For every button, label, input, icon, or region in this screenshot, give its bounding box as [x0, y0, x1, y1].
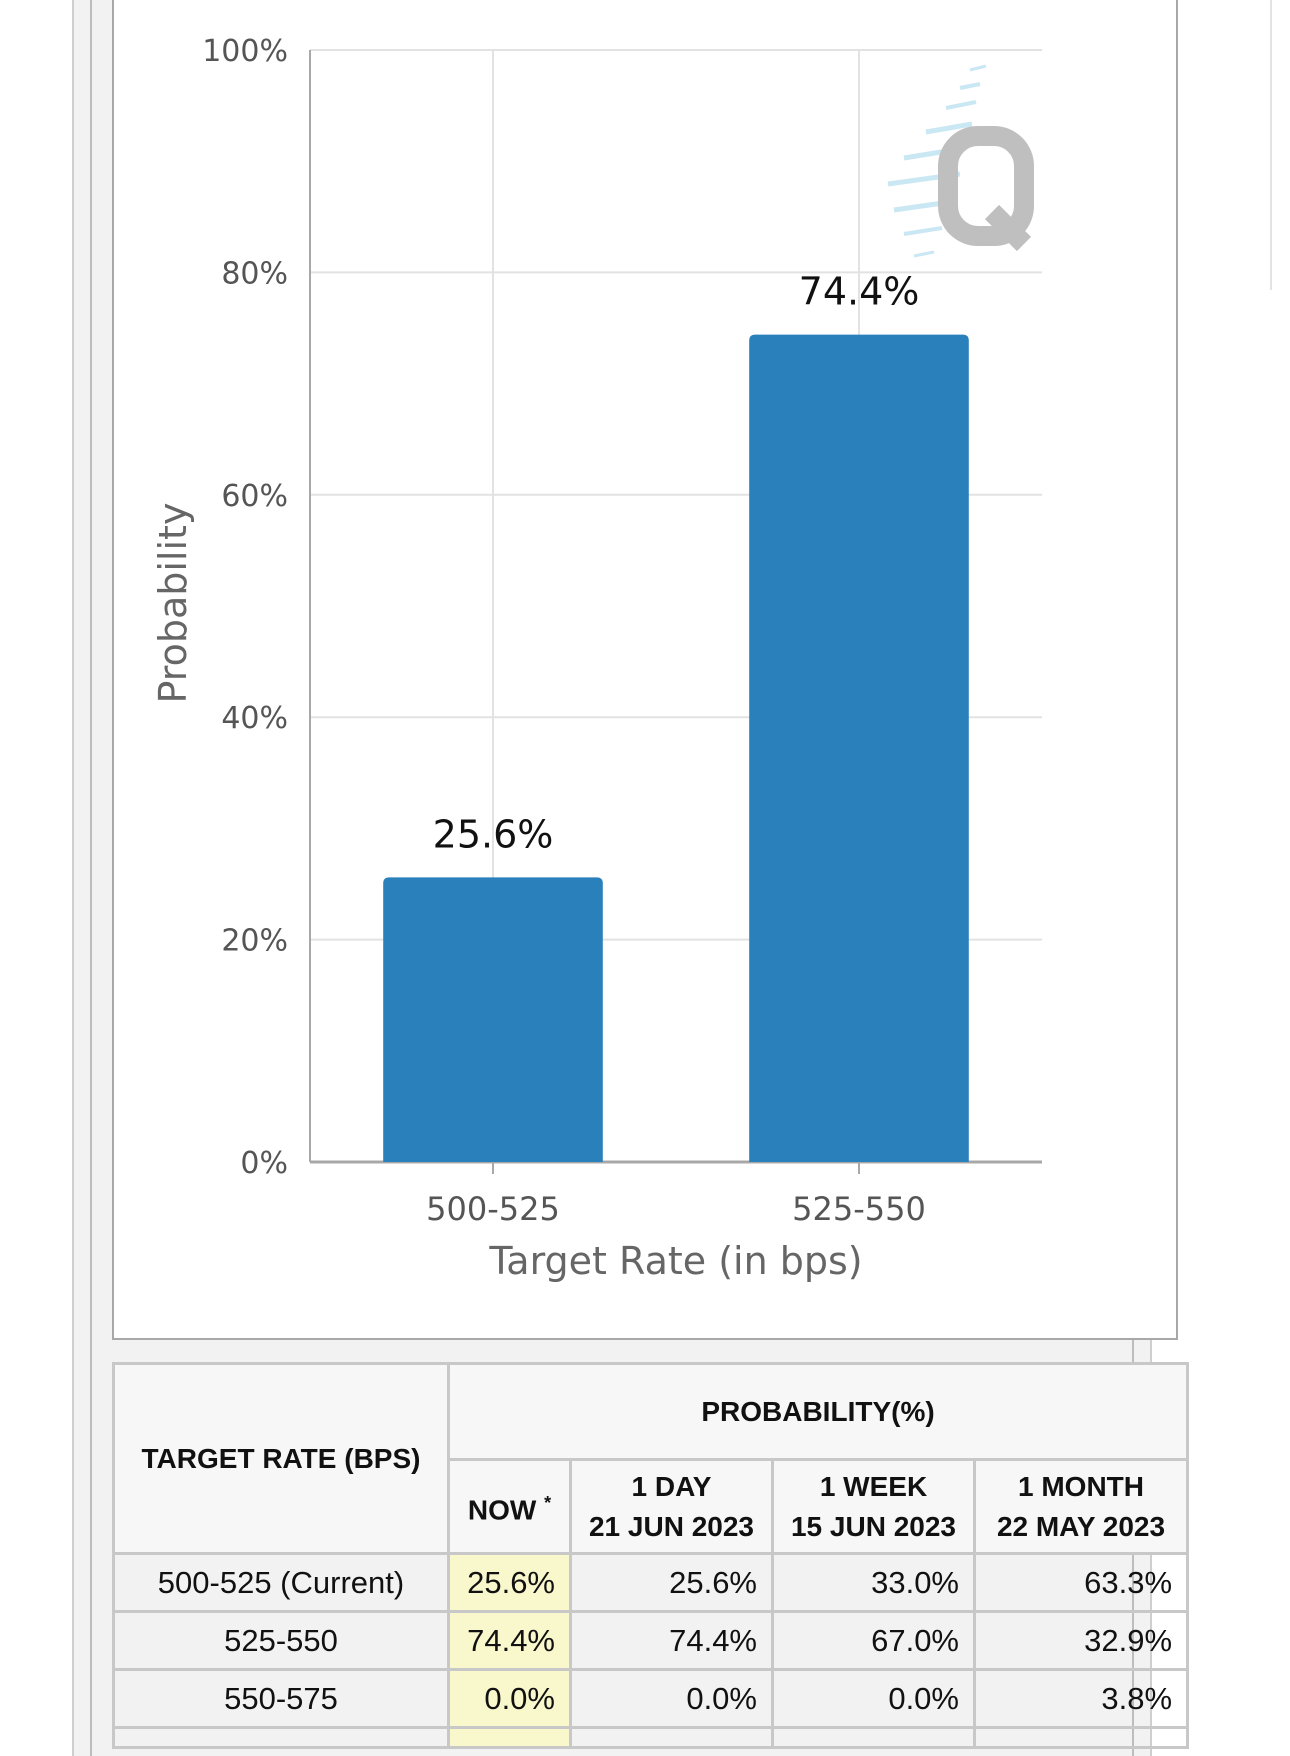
- chart-labels: 0% 20% 40% 60% 80% 100% 25.6% 500-525 74.4% 525-5…: [202, 34, 926, 1228]
- y-tick-label: 40%: [221, 701, 288, 736]
- one-day-cell: 0.0%: [569, 1668, 774, 1729]
- watermark-logo: [887, 64, 1034, 258]
- y-axis-title: Probability: [151, 503, 195, 704]
- header-1-day: 1 DAY 21 JUN 2023: [569, 1458, 774, 1555]
- chart-bars: [383, 334, 969, 1162]
- header-now: NOW *: [447, 1458, 572, 1555]
- table-row: 500-525 (Current) 25.6% 25.6% 33.0% 63.3…: [112, 1552, 1190, 1613]
- one-month-cell: 3.8%: [972, 1668, 1190, 1729]
- chart-container: 0% 20% 40% 60% 80% 100% 25.6% 500-525 74.4% 525-5…: [112, 0, 1178, 1340]
- now-cell: 25.6%: [447, 1552, 572, 1613]
- probability-table: TARGET RATE (BPS) PROBABILITY(%) NOW * 1…: [112, 1362, 1190, 1749]
- one-week-cell: 67.0%: [771, 1610, 976, 1671]
- one-month-cell: 32.9%: [972, 1610, 1190, 1671]
- target-rate-cell: 500-525 (Current): [112, 1552, 450, 1613]
- scrollbar-track[interactable]: [1270, 0, 1290, 290]
- one-month-cell: 63.3%: [972, 1552, 1190, 1613]
- table-row: 525-550 74.4% 74.4% 67.0% 32.9%: [112, 1610, 1190, 1671]
- header-1-month-date: 22 MAY 2023: [996, 1510, 1166, 1542]
- header-1-month: 1 MONTH 22 MAY 2023: [972, 1458, 1190, 1555]
- header-probability: PROBABILITY(%): [446, 1362, 1190, 1461]
- y-tick-label: 100%: [202, 34, 288, 69]
- bar: [383, 877, 603, 1162]
- header-1-day-label: 1 DAY: [631, 1470, 712, 1502]
- header-now-label: NOW: [467, 1494, 537, 1526]
- now-cell: 0.0%: [447, 1668, 572, 1729]
- bar-value-label: 25.6%: [433, 812, 554, 856]
- x-tick-label: 525-550: [792, 1190, 926, 1228]
- now-cell: 74.4%: [447, 1610, 572, 1671]
- table-row: 550-575 0.0% 0.0% 0.0% 3.8%: [112, 1668, 1190, 1729]
- y-tick-label: 0%: [240, 1146, 288, 1181]
- one-day-cell: 25.6%: [569, 1552, 774, 1613]
- one-week-cell: 0.0%: [771, 1668, 976, 1729]
- header-target-rate: TARGET RATE (BPS): [112, 1362, 450, 1555]
- bar: [749, 334, 969, 1162]
- y-tick-label: 60%: [221, 479, 288, 514]
- header-now-footnote-mark: *: [544, 1492, 552, 1513]
- target-rate-cell: 525-550: [112, 1610, 450, 1671]
- header-1-day-date: 21 JUN 2023: [588, 1510, 754, 1542]
- header-1-week-date: 15 JUN 2023: [790, 1510, 956, 1542]
- y-tick-label: 80%: [221, 256, 288, 291]
- one-week-cell: 33.0%: [771, 1552, 976, 1613]
- y-tick-label: 20%: [221, 924, 288, 959]
- header-1-month-label: 1 MONTH: [1018, 1470, 1144, 1502]
- header-1-week: 1 WEEK 15 JUN 2023: [771, 1458, 976, 1555]
- bar-value-label: 74.4%: [799, 270, 920, 314]
- x-tick-label: 500-525: [426, 1190, 560, 1228]
- header-1-week-label: 1 WEEK: [819, 1470, 928, 1502]
- x-axis-title: Target Rate (in bps): [488, 1239, 862, 1283]
- one-day-cell: 74.4%: [569, 1610, 774, 1671]
- target-rate-cell: 550-575: [112, 1668, 450, 1729]
- probability-bar-chart: 0% 20% 40% 60% 80% 100% 25.6% 500-525 74.4% 525-5…: [151, 34, 1042, 1283]
